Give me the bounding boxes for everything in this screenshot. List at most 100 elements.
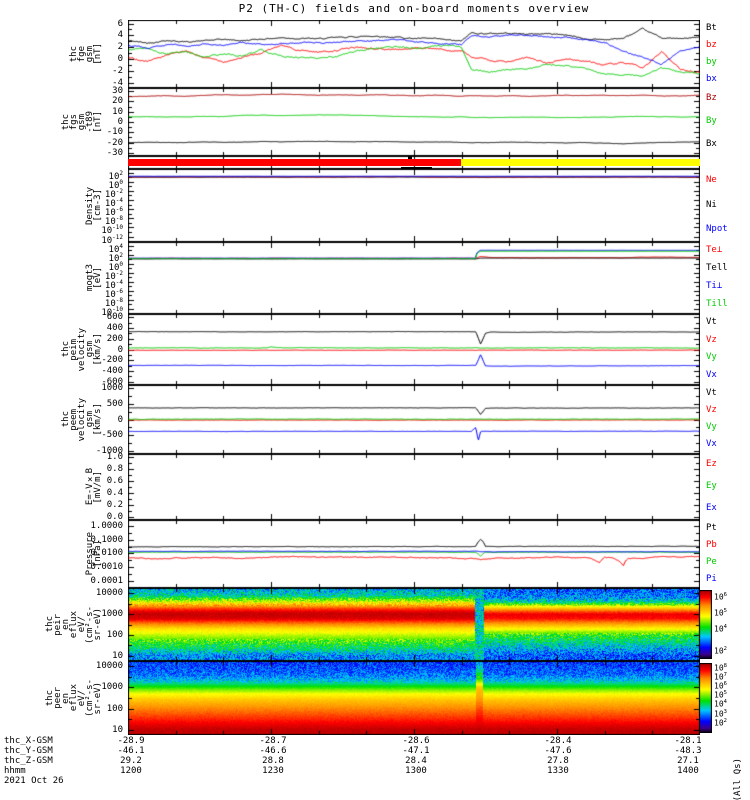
ytick-label-fge: 4 — [117, 30, 123, 41]
footer-row-label-thc_Z-GSM: thc_Z-GSM — [4, 756, 53, 766]
ytick-label-density: 100 — [108, 178, 123, 191]
panel-peer — [128, 661, 700, 735]
pressure-plot-canvas — [128, 520, 700, 588]
panel-peir — [128, 588, 700, 661]
ytick-label-vel_ion: 600 — [106, 312, 123, 323]
ytick-label-peer: 10 — [112, 724, 123, 735]
series-label-Vt: Vt — [706, 316, 717, 327]
ytick-label-efield: 0.4 — [106, 488, 123, 498]
footer-value: -28.4 — [544, 736, 572, 746]
ytick-label-peir: 10000 — [95, 588, 123, 599]
right-axis-unit-label: [eV/(cm²-s-sr-eV)] (All Qs) — [733, 758, 743, 800]
ytick-label-mogt3: 104 — [108, 242, 123, 255]
page-title: P2 (TH-C) fields and on-board moments ov… — [238, 2, 590, 15]
footer-row-label-hhmm: hhmm — [4, 766, 26, 776]
footer-value: 28.8 — [262, 756, 284, 766]
footer-value: -28.7 — [259, 736, 287, 746]
ytick-label-fge: 6 — [117, 18, 123, 29]
ytick-label-mogt3: 100 — [108, 260, 123, 273]
y-axis-label-line: [km/s] — [93, 403, 103, 436]
series-label-Pt: Pt — [706, 522, 717, 533]
fge-plot-canvas — [128, 20, 700, 88]
ytick-label-density: 10-2 — [104, 187, 123, 200]
series-label-Te⊥: Te⊥ — [706, 245, 723, 255]
y-axis-label-peir: thc peir en eflux eV/(cm²-s-sr-eV) — [45, 588, 103, 661]
footer-row-label-thc_Y-GSM: thc_Y-GSM — [4, 746, 53, 756]
footer-value: 1230 — [262, 766, 284, 776]
efield-plot-canvas — [128, 454, 700, 520]
ytick-label-density: 10-4 — [104, 197, 123, 210]
footer-value: -46.6 — [259, 746, 287, 756]
footer-value: 27.1 — [677, 756, 699, 766]
colorbar-tick-peir: 106 — [714, 591, 727, 602]
footer-row-label-thc_X-GSM: thc_X-GSM — [4, 736, 53, 746]
ytick-label-pressure: 1.0000 — [90, 521, 123, 532]
footer-value: -47.1 — [402, 746, 430, 756]
y-axis-label-line: [mV/m] — [93, 470, 103, 504]
series-label-bz: bz — [706, 39, 717, 50]
ytick-label-mogt3: 10-4 — [104, 278, 123, 291]
colorbar-tick-peer: 105 — [714, 690, 727, 700]
footer-value: 29.2 — [120, 756, 142, 766]
series-label-Tell: Tell — [706, 263, 728, 273]
series-label-bx: bx — [706, 73, 717, 84]
ytick-label-peer: 100 — [106, 703, 123, 714]
ytick-label-fge: 0 — [117, 54, 123, 65]
mogt3-plot-canvas — [128, 242, 700, 314]
series-label-Vz: Vz — [706, 404, 717, 415]
ytick-label-mogt3: 10-10 — [101, 305, 123, 318]
ytick-label-efield: 0.8 — [106, 464, 123, 474]
ytick-label-pressure: 0.0001 — [90, 575, 123, 586]
footer-value: 1330 — [547, 766, 569, 776]
ytick-label-peir: 100 — [106, 629, 123, 640]
ytick-label-pressure: 0.0010 — [90, 561, 123, 572]
series-label-Ne: Ne — [706, 175, 717, 186]
footer-value: 1300 — [405, 766, 427, 776]
panel-flags — [128, 156, 700, 169]
series-label-Ey: Ey — [706, 481, 717, 491]
fgs-plot-canvas — [128, 88, 700, 156]
ytick-label-efield: 1.0 — [106, 452, 123, 462]
panel-fgs — [128, 88, 700, 156]
panel-mogt3 — [128, 242, 700, 314]
y-axis-label-fgs: thc fgs gsm -t89 [nT] — [61, 88, 103, 156]
ytick-label-fge: -2 — [112, 65, 123, 76]
footer-value: -28.6 — [402, 736, 430, 746]
series-label-Vx: Vx — [706, 439, 717, 450]
series-label-by: by — [706, 56, 717, 67]
peir-colorbar — [699, 590, 712, 659]
ytick-label-fge: -4 — [112, 77, 123, 88]
peer-colorbar — [699, 663, 712, 733]
ytick-label-pressure: 0.1000 — [90, 534, 123, 545]
y-axis-label-line: [cm-3] — [93, 189, 103, 222]
colorbar-tick-peir: 102 — [714, 646, 727, 656]
y-axis-label-efield: E=-V×B [mV/m] — [85, 454, 103, 520]
series-label-Ni: Ni — [706, 199, 717, 210]
ytick-label-vel_ele: 1000 — [101, 383, 123, 394]
footer-value: -46.1 — [117, 746, 145, 756]
series-label-Vx: Vx — [706, 370, 717, 381]
ytick-label-vel_ion: -400 — [101, 366, 123, 376]
vel_ion-plot-canvas — [128, 314, 700, 385]
colorbar-tick-peer: 107 — [714, 671, 727, 682]
ytick-label-mogt3: 102 — [108, 251, 123, 264]
peir-plot-canvas — [128, 588, 700, 661]
y-axis-label-line: [nT] — [93, 111, 103, 133]
y-axis-label-peer: thc peer en eflux eV/(cm²-s-sr-eV) — [45, 661, 103, 735]
ytick-label-mogt3: 10-6 — [104, 287, 123, 300]
date-label: 2021 Oct 26 — [4, 776, 64, 786]
footer-value: -28.9 — [117, 736, 145, 746]
ytick-label-vel_ion: 200 — [106, 333, 123, 344]
ytick-label-fgs: -20 — [106, 137, 123, 148]
series-label-Vt: Vt — [706, 387, 717, 398]
panel-fge — [128, 20, 700, 88]
colorbar-tick-peer: 104 — [714, 699, 727, 709]
flag-overline — [400, 167, 432, 169]
ytick-label-fgs: 20 — [112, 96, 123, 107]
y-axis-label-line: [nPa] — [93, 540, 103, 568]
ytick-label-fgs: -10 — [106, 127, 123, 138]
series-label-Pe: Pe — [706, 556, 717, 567]
colorbar-tick-peer: 102 — [714, 718, 727, 728]
series-label-Ex: Ex — [706, 503, 717, 513]
